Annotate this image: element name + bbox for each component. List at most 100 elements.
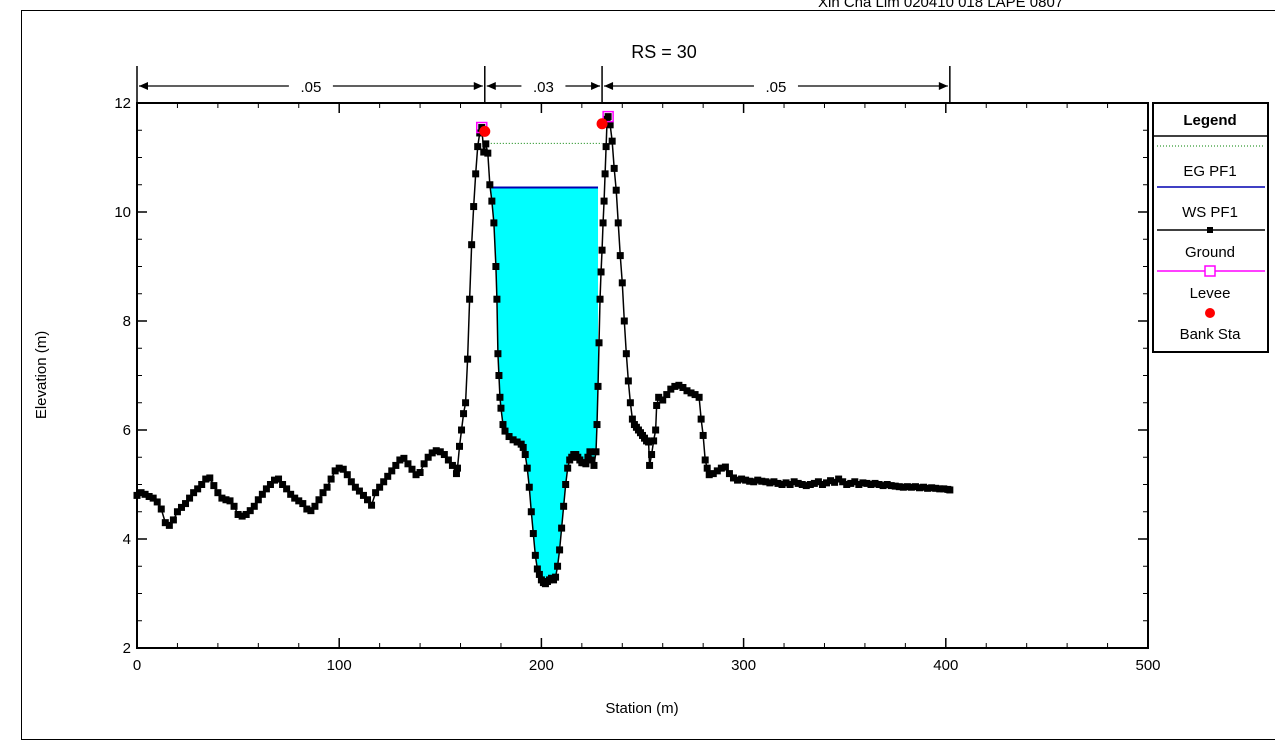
ground-point xyxy=(355,487,363,495)
ground-point xyxy=(137,489,145,497)
ground-point xyxy=(452,470,460,478)
ground-point xyxy=(470,203,478,211)
ground-point xyxy=(867,481,875,488)
ground-point xyxy=(254,496,262,504)
manning-n-label: .05 xyxy=(766,79,787,96)
ground-point xyxy=(295,497,303,505)
ground-point xyxy=(738,475,746,483)
y-tick-label: 4 xyxy=(123,531,131,548)
ground-point xyxy=(650,437,658,445)
axes: 0 100 200 300 400 500 2 4 6 8 10 12 xyxy=(114,95,1160,674)
manning-arrow-left xyxy=(604,82,614,90)
ground-point xyxy=(699,431,707,439)
ground-point xyxy=(810,479,818,487)
ground-point xyxy=(558,524,566,532)
manning-n-bar: .05 .03 .05 xyxy=(136,66,951,102)
ground-point xyxy=(484,149,492,157)
ground-point xyxy=(595,339,603,347)
ground-point xyxy=(592,448,600,456)
ground-point xyxy=(396,456,404,464)
ground-point xyxy=(359,491,367,499)
ground-point xyxy=(347,478,355,486)
ground-point xyxy=(863,479,871,487)
ground-point xyxy=(488,197,496,205)
ground-point xyxy=(701,456,709,464)
ground-point xyxy=(843,481,851,488)
ground-point xyxy=(509,436,517,444)
manning-arrow-right xyxy=(591,82,601,90)
ground-point xyxy=(835,475,843,483)
ground-point xyxy=(444,456,452,464)
ground-point xyxy=(887,482,895,490)
ground-point xyxy=(871,479,879,487)
ground-point xyxy=(149,494,157,502)
ground-point xyxy=(750,478,758,486)
ground-point xyxy=(659,396,667,404)
ground-point xyxy=(190,489,198,497)
ground-point xyxy=(380,478,388,486)
ground-point xyxy=(177,503,185,511)
header-text: Xin Chá Lim 020410 018 LAPE 0807 xyxy=(818,0,1064,11)
ground-point xyxy=(315,496,323,504)
ground-point xyxy=(612,186,620,194)
ground-point xyxy=(339,465,347,473)
ground-point xyxy=(606,121,614,129)
ground-point xyxy=(916,484,924,492)
ground-point xyxy=(624,377,632,385)
legend-item-levee: Levee xyxy=(1190,285,1231,302)
ground-point xyxy=(762,478,770,486)
ground-point xyxy=(392,461,400,469)
ground-point xyxy=(614,219,622,227)
ground-point xyxy=(533,565,541,573)
ground-point xyxy=(466,295,474,303)
ground-point xyxy=(855,481,863,488)
ground-point xyxy=(903,483,911,491)
ground-point xyxy=(721,463,729,471)
manning-n-label: .03 xyxy=(533,79,554,96)
legend-ground-marker xyxy=(1207,227,1213,233)
ground-point xyxy=(588,456,596,464)
legend-item-ws: WS PF1 xyxy=(1182,204,1238,221)
ground-point xyxy=(653,401,661,409)
ground-point xyxy=(496,393,504,401)
water-area xyxy=(490,187,599,584)
ground-point xyxy=(628,415,636,423)
ground-point xyxy=(460,410,468,418)
ground-point xyxy=(376,483,384,491)
ground-point xyxy=(823,479,831,487)
ground-point xyxy=(600,197,608,205)
ground-point xyxy=(806,481,814,488)
x-tick-label: 400 xyxy=(933,657,958,674)
ground-point xyxy=(932,484,940,492)
ground-point xyxy=(709,470,717,478)
ground-point xyxy=(173,508,181,516)
ground-point xyxy=(266,481,274,488)
ground-point xyxy=(529,530,537,538)
ground-point xyxy=(596,295,604,303)
ground-point xyxy=(604,113,612,121)
ground-point xyxy=(687,389,695,397)
legend-item-eg: EG PF1 xyxy=(1183,163,1236,180)
ground-point xyxy=(275,475,283,483)
ground-point xyxy=(766,479,774,487)
ground-point xyxy=(920,483,928,491)
ground-point xyxy=(911,483,919,491)
ground-point xyxy=(622,350,630,358)
legend-item-ground: Ground xyxy=(1185,244,1235,261)
ground-point xyxy=(495,372,503,379)
ground-point xyxy=(343,471,351,479)
ground-point xyxy=(552,573,560,581)
y-tick-label: 2 xyxy=(123,640,131,657)
ground-point xyxy=(802,482,810,490)
x-tick-label: 100 xyxy=(327,657,352,674)
ground-point xyxy=(831,478,839,486)
ground-point xyxy=(497,404,505,412)
ground-point xyxy=(616,252,624,260)
ground-point xyxy=(311,502,319,510)
ground-point xyxy=(742,476,750,484)
ground-point xyxy=(182,500,190,508)
ground-point xyxy=(899,483,907,491)
ground-point xyxy=(230,502,238,510)
ground-point xyxy=(428,449,436,457)
chart-title: RS = 30 xyxy=(631,42,697,62)
